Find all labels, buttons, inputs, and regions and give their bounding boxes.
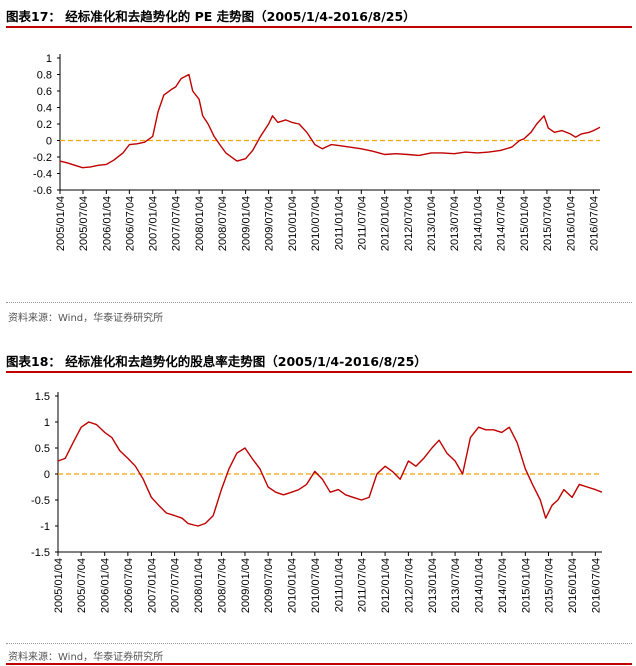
x-tick-label: 2009/01/04 [240,558,252,613]
x-tick-label: 2009/01/04 [241,196,253,251]
x-tick-label: 2007/07/04 [171,196,183,251]
x-tick-label: 2011/07/04 [357,558,369,612]
y-tick-label: -1.5 [31,547,50,559]
figure-17-title: 图表17： 经标准化和去趋势化的 PE 走势图（2005/1/4-2016/8/… [6,9,416,24]
x-tick-label: 2006/01/04 [101,196,113,251]
y-tick-label: 1.5 [35,391,50,403]
x-tick-label: 2015/01/04 [520,558,532,613]
x-tick-label: 2007/01/04 [146,558,158,613]
y-tick-label: 0.5 [35,443,50,455]
y-tick-label: 0.8 [37,70,52,82]
y-tick-label: 1 [46,53,52,65]
x-tick-label: 2006/07/04 [124,196,136,251]
x-tick-label: 2014/07/04 [497,558,509,613]
pe-chart: -0.6 -0.4 -0.2 0 0.2 0.4 0.6 0.8 1 2005/01/04 2005… [33,53,601,251]
x-tick-label: 2012/07/04 [403,558,415,613]
bottom-rule [6,663,632,665]
y-tick-label: -0.2 [33,152,52,164]
y-tick-label: 1 [44,417,50,429]
x-tick-label: 2013/07/04 [449,196,461,251]
dividend-yield-chart: -1.5 -1 -0.5 0 0.5 1 1.5 2005/01/04 2005/07/04 20… [31,391,603,613]
figure-18-title-rule [6,371,632,373]
x-tick-label: 2011/07/04 [356,196,368,250]
x-tick-label: 2016/07/04 [590,558,602,613]
x-tick-label: 2006/07/04 [123,558,135,613]
x-tick-label: 2008/01/04 [193,558,205,613]
y-tick-label: -0.5 [31,495,50,507]
series-line [59,73,601,169]
figure-17-source: 资料来源：Wind，华泰证券研究所 [8,313,164,324]
x-tick-label: 2012/01/04 [380,558,392,613]
x-tick-label: 2005/07/04 [76,558,88,613]
x-tick-label: 2015/07/04 [542,196,554,251]
y-tick-label: -0.4 [33,169,52,181]
x-tick-label: 2009/07/04 [263,558,275,613]
x-tick-label: 2016/01/04 [565,196,577,251]
x-tick-label: 2007/01/04 [148,196,160,251]
x-tick-label: 2008/07/04 [216,558,228,613]
y-tick-label: -1 [40,521,50,533]
x-tick-label: 2013/07/04 [450,558,462,613]
y-tick-label: -0.6 [33,185,52,197]
x-tick-label: 2010/07/04 [310,196,322,251]
x-tick-label: 2010/01/04 [287,558,299,613]
x-tick-label: 2015/07/04 [544,558,556,613]
x-tick-label: 2005/07/04 [78,196,90,251]
x-tick-label: 2008/07/04 [217,196,229,251]
figure-18-source: 资料来源：Wind，华泰证券研究所 [8,652,164,663]
y-tick-label: 0.2 [37,119,52,131]
x-tick-label: 2014/01/04 [473,196,485,251]
x-tick-label: 2011/01/04 [333,558,345,612]
x-tick-label: 2008/01/04 [194,196,206,251]
x-tick-label: 2006/01/04 [100,558,112,613]
x-tick-label: 2005/01/04 [53,558,65,613]
x-tick-label: 2010/01/04 [287,196,299,251]
y-tick-label: 0 [44,469,50,481]
x-tick-label: 2009/07/04 [264,196,276,251]
x-tick-label: 2011/01/04 [333,196,345,250]
x-tick-label: 2010/07/04 [310,558,322,613]
x-tick-label: 2012/07/04 [403,196,415,251]
y-tick-label: 0.4 [37,103,52,115]
x-tick-label: 2012/01/04 [380,196,392,251]
x-tick-label: 2013/01/04 [427,558,439,613]
y-tick-label: 0 [46,136,52,148]
x-tick-label: 2013/01/04 [426,196,438,251]
x-tick-label: 2016/01/04 [567,558,579,613]
x-tick-label: 2007/07/04 [170,558,182,613]
x-tick-label: 2016/07/04 [588,196,600,251]
figure-17-source-divider [6,302,632,303]
x-tick-label: 2005/01/04 [55,196,67,251]
series-line [57,421,603,527]
y-tick-label: 0.6 [37,86,52,98]
figure-18-title: 图表18： 经标准化和去趋势化的股息率走势图（2005/1/4-2016/8/2… [6,354,427,369]
figure-17-title-rule [6,26,632,28]
x-tick-label: 2014/01/04 [474,558,486,613]
x-tick-label: 2015/01/04 [519,196,531,251]
x-tick-label: 2014/07/04 [496,196,508,251]
figure-18-source-divider [6,643,632,644]
